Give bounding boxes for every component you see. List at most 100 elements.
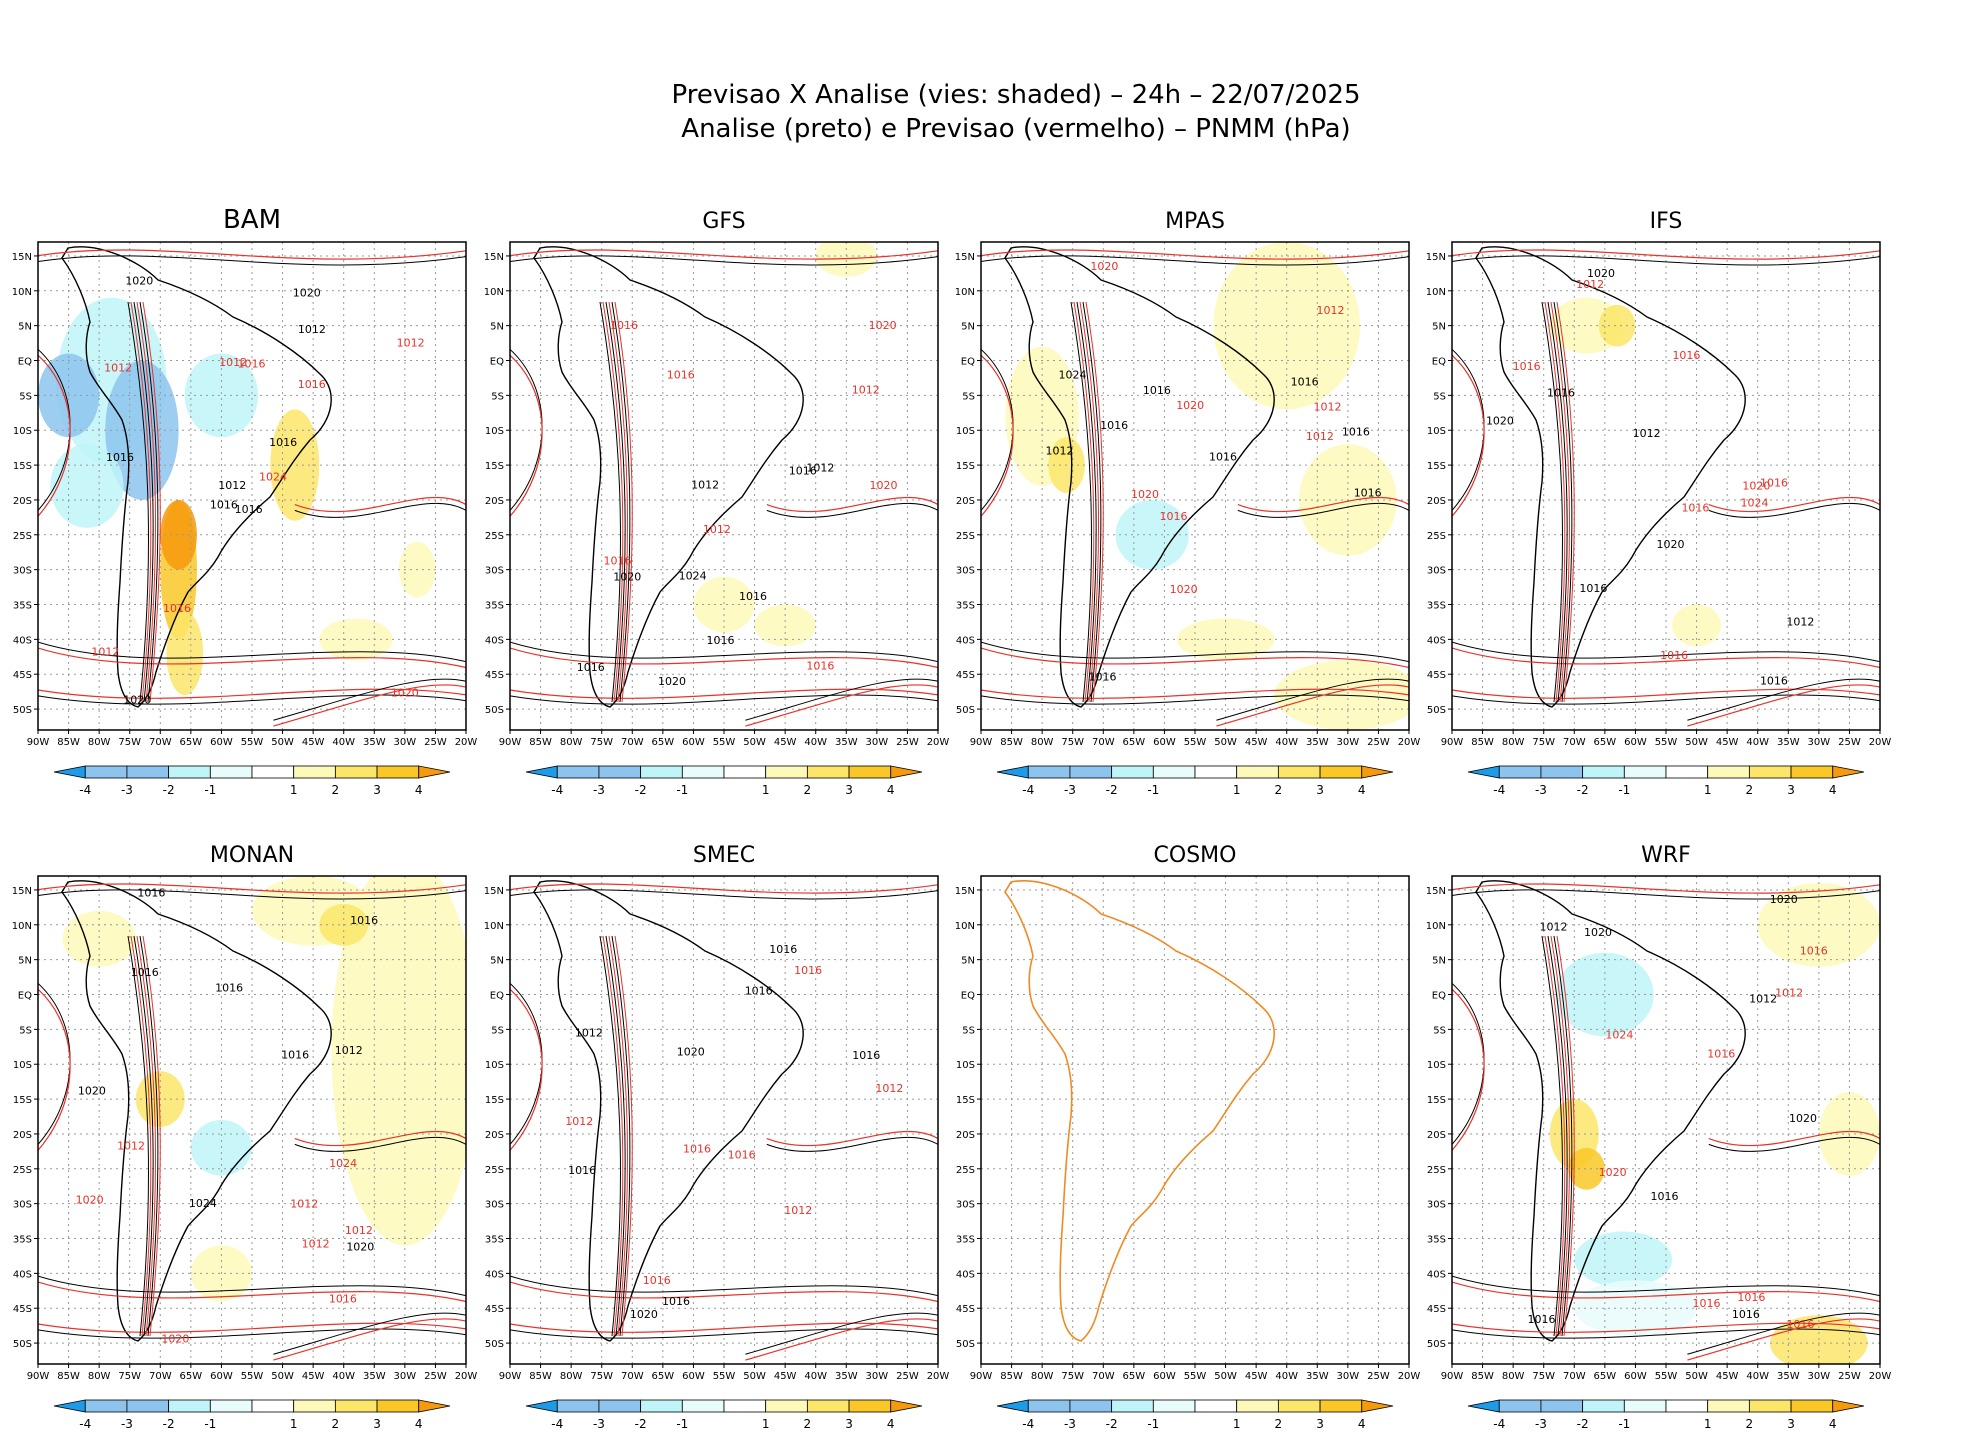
- colorbar-label: -3: [1064, 1417, 1076, 1431]
- lat-tick-label: 25S: [956, 531, 975, 542]
- forecast-isobar: [38, 354, 71, 517]
- lon-tick-label: 25W: [896, 1371, 919, 1382]
- lat-tick-label: 45S: [485, 670, 504, 681]
- lon-tick-label: 40W: [1746, 1371, 1769, 1382]
- lon-tick-label: 70W: [621, 1371, 644, 1382]
- forecast-isobar: [745, 684, 938, 727]
- contour-label: 1012: [691, 478, 719, 491]
- colorbar: -4 -3 -2 -1 1 2 3 4: [53, 1399, 451, 1431]
- colorbar-arrow-left: [525, 765, 558, 779]
- contour-label: 1016: [1291, 376, 1319, 389]
- lon-tick-label: 75W: [118, 1371, 141, 1382]
- lon-tick-label: 45W: [1245, 1371, 1268, 1382]
- panel-ifs: IFS1016101610121012101610161020101610121…: [1426, 209, 1892, 797]
- colorbar-label: -1: [204, 783, 216, 797]
- colorbar: -4 -3 -2 -1 1 2 3 4: [525, 1399, 923, 1431]
- contour-label: 1012: [806, 462, 834, 475]
- bias-patch: [1568, 1147, 1605, 1190]
- contour-label: 1016: [603, 555, 631, 568]
- colorbar-segment: [1277, 1399, 1321, 1413]
- contour-label: 1016: [350, 914, 378, 927]
- colorbar-label: 2: [1746, 783, 1754, 797]
- lat-tick-label: 5N: [1432, 322, 1446, 333]
- lon-tick-label: 50W: [743, 1371, 766, 1382]
- colorbar-label: 1: [762, 1417, 770, 1431]
- contour-label: 1016: [1528, 1313, 1556, 1326]
- lat-tick-label: EQ: [18, 357, 32, 368]
- lat-tick-label: 20S: [485, 1130, 504, 1141]
- lon-tick-label: 85W: [1471, 737, 1494, 748]
- lon-tick-label: 30W: [1337, 737, 1360, 748]
- colorbar-segment: [1069, 1399, 1113, 1413]
- lon-tick-label: 20W: [1398, 1371, 1421, 1382]
- forecast-isobar: [38, 647, 466, 669]
- andes-isobar: [130, 935, 152, 1337]
- forecast-isobar: [1452, 354, 1485, 517]
- contour-label: 1016: [1209, 451, 1237, 464]
- bias-patch: [270, 409, 320, 521]
- lon-tick-label: 90W: [27, 737, 50, 748]
- andes-isobar: [599, 301, 622, 703]
- lon-tick-label: 20W: [1869, 1371, 1892, 1382]
- colorbar-label: -3: [593, 1417, 605, 1431]
- analysis-isobar: [38, 255, 466, 266]
- forecast-isobar: [38, 883, 466, 894]
- contour-label: 1020: [1587, 267, 1615, 280]
- lat-tick-label: 50S: [13, 705, 32, 716]
- colorbar-arrow-right: [1361, 1399, 1394, 1413]
- colorbar-label: 1: [1704, 1417, 1712, 1431]
- lon-tick-label: 20W: [455, 1371, 478, 1382]
- panel-plot-area: 1016101210121012101610161020101610121024…: [38, 242, 466, 730]
- forecast-isobar: [510, 249, 938, 260]
- lon-tick-label: 65W: [1594, 737, 1617, 748]
- lon-tick-label: 35W: [363, 737, 386, 748]
- analysis-isobar: [38, 641, 466, 663]
- colorbar-label: -4: [551, 783, 563, 797]
- colorbar-label: 2: [1275, 1417, 1283, 1431]
- contour-label: 1016: [1707, 1047, 1735, 1060]
- colorbar-label: 1: [762, 783, 770, 797]
- colorbar-segment: [1707, 1399, 1750, 1413]
- colorbar-label: 1: [290, 1417, 298, 1431]
- andes-isobar: [133, 301, 154, 703]
- lat-tick-label: 10S: [485, 1060, 504, 1071]
- forecast-isobar: [510, 354, 543, 517]
- andes-isobar: [608, 301, 628, 703]
- analysis-isobar: [745, 1312, 938, 1355]
- analysis-isobar: [981, 255, 1409, 266]
- panel-plot-area: 1016101610121012101610201016101210241020…: [981, 242, 1409, 730]
- lon-tick-label: 50W: [743, 737, 766, 748]
- continent-outline: [533, 880, 804, 1342]
- lon-tick-label: 70W: [621, 737, 644, 748]
- contour-label: 1016: [610, 319, 638, 332]
- panel-plot-area: 1016 1016 1012 1012 1016 1016 1016 1012 1016 1016…: [510, 876, 938, 1364]
- lon-tick-label: 80W: [88, 737, 111, 748]
- panel-wrf: WRF1016101610121016102010161012102410201…: [1426, 843, 1892, 1431]
- panel-title: SMEC: [693, 843, 755, 868]
- lat-tick-label: 15N: [484, 886, 504, 897]
- contour-label: 1016: [806, 660, 834, 673]
- andes-isobar: [1079, 301, 1099, 703]
- lon-tick-label: 20W: [927, 737, 950, 748]
- contour-label: 1016: [235, 503, 263, 516]
- colorbar-label: 4: [887, 1417, 895, 1431]
- lon-tick-label: 30W: [1337, 1371, 1360, 1382]
- panel-plot-area: 1016 1016 1012 1012 1016 1012 1020 1020 1016 1012…: [38, 876, 466, 1364]
- colorbar-segment: [168, 765, 211, 779]
- bias-patch: [1672, 604, 1722, 647]
- lon-tick-label: 60W: [682, 737, 705, 748]
- forecast-isobar: [38, 1281, 466, 1303]
- panel-plot-area: 1016 1016 1012 1016 1020 1016 1012 1024 1020 1020…: [1452, 876, 1880, 1364]
- lon-tick-label: 55W: [713, 737, 736, 748]
- contour-label: 1016: [281, 1048, 309, 1061]
- colorbar-label: -2: [1577, 783, 1589, 797]
- contour-label: 1016: [662, 1295, 690, 1308]
- contour-label: 1016: [1786, 1318, 1814, 1331]
- contour-label: 1020: [125, 274, 153, 287]
- andes-isobar: [1070, 301, 1093, 703]
- contour-label: 1012: [345, 1224, 373, 1237]
- panel-plot-area: 1016101610121012101610161012101610241020…: [510, 242, 938, 730]
- lat-tick-label: 20S: [13, 496, 32, 507]
- lat-tick-label: 15N: [1426, 886, 1446, 897]
- colorbar-arrow-left: [1467, 765, 1500, 779]
